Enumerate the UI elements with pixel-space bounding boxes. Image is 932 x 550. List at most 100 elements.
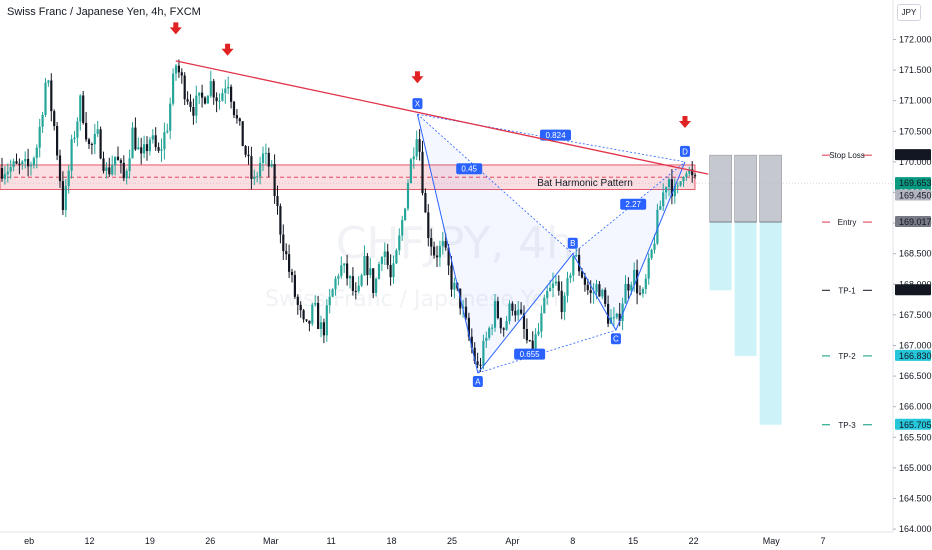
price-label-value: 166.830: [899, 351, 932, 361]
stop-loss-box[interactable]: [734, 154, 757, 223]
candle-body: [569, 275, 572, 279]
price-tick-label: 167.500: [899, 310, 932, 320]
candle-body: [114, 156, 117, 166]
candle: [108, 157, 111, 177]
candle: [296, 294, 299, 315]
candle-body: [166, 130, 169, 133]
candle: [357, 276, 360, 294]
price-label-tp1: 167.902: [895, 284, 932, 296]
candle: [638, 285, 642, 296]
candle-body: [592, 292, 595, 294]
pattern-point-a[interactable]: A: [472, 376, 483, 388]
candle: [322, 318, 325, 344]
candle: [273, 154, 276, 204]
candle: [647, 253, 650, 285]
pattern-point-d[interactable]: D: [679, 145, 690, 157]
candle-body: [377, 264, 381, 279]
candle: [427, 204, 430, 247]
candle: [151, 129, 154, 144]
candle-body: [105, 167, 108, 171]
pattern-point-x[interactable]: X: [412, 98, 423, 110]
candle: [305, 319, 308, 323]
target-box[interactable]: [709, 222, 732, 291]
time-tick-label: 25: [447, 536, 457, 546]
candle: [366, 253, 369, 286]
candle-body: [537, 331, 540, 335]
candle-body: [508, 303, 511, 322]
candle-body: [56, 126, 59, 156]
candle-body: [27, 158, 30, 167]
pattern-ratio: 0.45: [456, 163, 483, 175]
price-label-tp2: 166.830: [895, 349, 932, 361]
candle: [554, 275, 557, 286]
candle-body: [357, 285, 360, 292]
level-label-tp3: TP-3: [838, 421, 856, 430]
pattern-leg-ab[interactable]: [477, 253, 574, 374]
price-label-badge: [895, 418, 931, 430]
candle: [464, 297, 468, 321]
candle-body: [261, 153, 265, 163]
candle-body: [549, 287, 552, 292]
candle: [409, 157, 412, 184]
candle: [9, 159, 12, 179]
candle-body: [256, 176, 259, 178]
candle-body: [601, 289, 604, 297]
candle: [566, 271, 569, 303]
candle-body: [218, 100, 221, 102]
candle: [560, 281, 563, 320]
candle: [615, 312, 618, 320]
pattern-point-badge: [610, 333, 621, 345]
pattern-ratio-badge: [456, 163, 483, 175]
candle-body: [148, 139, 151, 152]
candle: [166, 123, 169, 134]
candle-body: [618, 313, 621, 321]
pattern-leg-xa[interactable]: [416, 114, 479, 374]
candle: [491, 323, 494, 336]
stop-loss-box[interactable]: [709, 154, 732, 223]
candle: [157, 142, 160, 153]
resistance-trendline[interactable]: [175, 60, 709, 175]
pattern-point-b[interactable]: B: [567, 237, 578, 249]
candle-body: [172, 73, 175, 104]
candle-body: [87, 139, 91, 144]
candle: [415, 130, 418, 161]
candle: [438, 240, 441, 267]
time-tick-label: 12: [84, 536, 94, 546]
time-tick-label: 15: [628, 536, 638, 546]
target-box[interactable]: [759, 222, 782, 425]
candle: [586, 278, 589, 295]
pattern-leg-cd[interactable]: [615, 161, 686, 331]
candle-body: [491, 327, 494, 329]
candle-body: [3, 174, 6, 179]
candle: [372, 268, 375, 299]
pattern-point-c[interactable]: C: [610, 333, 621, 345]
candle: [337, 273, 340, 286]
candle: [24, 151, 27, 169]
candle-body: [79, 95, 82, 122]
candle-body: [412, 156, 415, 160]
candle: [93, 124, 96, 155]
candle: [267, 147, 270, 178]
candle: [264, 143, 267, 165]
stop-loss-box[interactable]: [759, 154, 782, 223]
candle: [314, 295, 317, 307]
currency-button[interactable]: JPY: [897, 4, 921, 21]
price-label-badge: [895, 149, 931, 161]
level-label-entry: Entry: [838, 218, 857, 227]
candle-body: [302, 310, 305, 320]
candle: [508, 300, 511, 325]
candle-body: [389, 264, 392, 278]
candle-body: [372, 268, 375, 294]
candle: [624, 275, 627, 304]
candle: [250, 146, 253, 190]
candle: [90, 142, 93, 155]
target-box[interactable]: [734, 222, 757, 356]
pattern-leg-bc[interactable]: [572, 253, 617, 331]
candle-body: [363, 255, 366, 276]
candle-body: [659, 206, 662, 210]
candle: [557, 275, 560, 296]
candle-body: [612, 317, 615, 319]
candle: [406, 179, 410, 211]
price-tick-label: 170.000: [899, 157, 932, 167]
